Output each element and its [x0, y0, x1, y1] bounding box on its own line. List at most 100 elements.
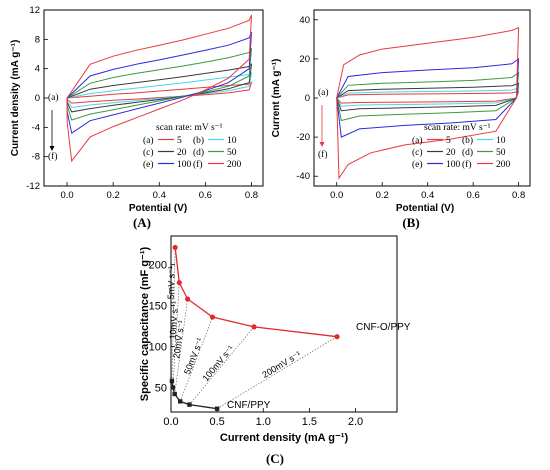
- panel-c-series-label-cnf-o-ppy: CNF-O/PPY: [356, 322, 411, 333]
- cv-loop-200mv: [66, 14, 252, 163]
- rate-label: 100mV s⁻¹: [200, 344, 235, 384]
- legend-rate: 50: [227, 148, 237, 158]
- x-tick-label: 0.0: [60, 190, 73, 201]
- panel-b-arrow-start-label: (a): [318, 87, 329, 98]
- legend-rate: 5: [446, 136, 451, 146]
- legend-rate: 100: [446, 160, 461, 170]
- legend-tag: (d): [193, 147, 204, 158]
- panel-a-x-axis-label: Potential (V): [129, 203, 187, 214]
- panel-c-x-axis-label: Current density (mA g⁻¹): [220, 432, 349, 444]
- legend-tag: (a): [412, 135, 423, 146]
- y-tick-label: 4: [35, 64, 40, 75]
- rate-label: 200mV s⁻¹: [260, 349, 302, 380]
- data-point: [214, 406, 220, 411]
- legend-tag: (c): [143, 147, 154, 158]
- cv-loop-100mv: [66, 31, 252, 135]
- panel-b-arrow-head: [319, 142, 325, 147]
- y-tick-label: 0: [35, 93, 40, 104]
- panel-a-legend: (a) 5 (b) 10 (c) 20 (d) 50 (e) 100 (f) 200: [143, 135, 242, 170]
- data-point: [251, 324, 257, 330]
- x-tick-label: 0.6: [199, 190, 212, 201]
- panel-a-y-ticks: 12 8 4 0 -4 -8 -12: [26, 5, 48, 192]
- data-point: [178, 399, 183, 404]
- data-point: [209, 314, 216, 320]
- legend-tag: (c): [412, 147, 423, 158]
- cv-loop-200mv: [336, 26, 520, 180]
- data-point: [172, 391, 177, 397]
- y-tick-label: 12: [29, 5, 40, 16]
- panel-b-x-ticks: 0.0 0.2 0.4 0.6 0.8: [330, 182, 525, 201]
- legend-rate: 10: [496, 136, 506, 146]
- rate-guide-line: [174, 298, 188, 395]
- cv-loop-5mv: [335, 90, 520, 104]
- x-tick-label: 0.6: [467, 190, 480, 201]
- y-tick-label: 50: [155, 382, 167, 394]
- data-point: [334, 334, 340, 340]
- panel-c-frame: [170, 235, 398, 413]
- legend-tag: (e): [412, 159, 423, 170]
- panel-a-arrow-end-label: (f): [48, 151, 58, 162]
- legend-rate: 50: [496, 148, 506, 158]
- data-point: [185, 296, 191, 302]
- y-tick-label: -12: [26, 181, 40, 192]
- y-tick-label: 0: [305, 93, 310, 104]
- rate-label: 10mV s⁻¹: [168, 301, 180, 340]
- panel-c-x-ticks: 0.0 0.5 1.0 1.5 2.0: [163, 408, 363, 428]
- x-tick-label: 0.2: [376, 190, 389, 201]
- panel-b-label: (B): [402, 215, 419, 230]
- cv-loop-20mv: [66, 62, 253, 113]
- panel-b-x-axis-label: Potential (V): [396, 203, 454, 214]
- panel-b-y-axis-label: Current (mA g⁻¹): [271, 59, 282, 138]
- y-tick-label: -4: [32, 122, 40, 133]
- series-line-cnf-ppy: [171, 380, 218, 410]
- panel-a-curves: [66, 14, 253, 163]
- data-point: [176, 280, 182, 286]
- cv-loop-5mv: [66, 81, 253, 104]
- rate-guide-line: [179, 316, 213, 402]
- panel-c-y-ticks: 50 100 150 200: [149, 260, 175, 394]
- panel-b-arrow-end-label: (f): [318, 149, 328, 160]
- legend-rate: 20: [446, 148, 456, 158]
- panel-a-label: (A): [133, 215, 151, 230]
- x-tick-label: 0.2: [107, 190, 120, 201]
- panel-c-label: (C): [266, 451, 284, 466]
- x-tick-label: 0.8: [512, 190, 525, 201]
- panel-b-legend: (a) 5 (b) 10 (c) 20 (d) 50 (e) 100 (f) 200: [412, 135, 511, 170]
- y-tick-label: 200: [149, 260, 167, 272]
- legend-tag: (f): [462, 159, 472, 170]
- panel-a-legend-title: scan rate: mV s⁻¹: [156, 123, 223, 133]
- panel-a-arrow-start-label: (a): [48, 92, 59, 103]
- panel-a-y-axis-label: Current density (mA g⁻¹): [10, 40, 21, 157]
- y-tick-label: -20: [296, 132, 310, 143]
- legend-tag: (a): [143, 135, 154, 146]
- rate-guide-line: [216, 336, 338, 409]
- data-point: [172, 244, 178, 251]
- x-tick-label: 2.0: [348, 416, 363, 428]
- y-tick-label: -40: [296, 171, 310, 182]
- rate-label: 5mV s⁻¹: [166, 266, 177, 300]
- data-point: [187, 402, 192, 407]
- legend-rate: 200: [496, 160, 511, 170]
- legend-rate: 100: [177, 160, 192, 170]
- panel-c-y-axis-label: Specific capacitance (mF g⁻¹): [139, 246, 151, 401]
- x-tick-label: 0.0: [330, 190, 343, 201]
- rate-guide-line: [172, 282, 180, 388]
- y-tick-label: 150: [149, 301, 167, 313]
- cv-loop-50mv: [66, 47, 252, 121]
- y-tick-label: 100: [149, 342, 167, 354]
- y-tick-label: -8: [32, 152, 40, 163]
- cv-loop-10mv: [66, 72, 253, 109]
- panel-c-rate-guide-lines: [171, 247, 338, 409]
- panel-c-series-label-cnf-ppy: CNF/PPY: [227, 400, 271, 411]
- rate-label: 50mV s⁻¹: [182, 337, 205, 376]
- legend-tag: (f): [193, 159, 203, 170]
- legend-tag: (e): [143, 159, 154, 170]
- rate-guide-line: [189, 326, 255, 405]
- panel-b-y-ticks: 40 20 0 -20 -40: [296, 15, 318, 182]
- x-tick-label: 0.4: [421, 190, 434, 201]
- legend-tag: (b): [462, 135, 473, 146]
- series-line-cnf-o-ppy: [174, 247, 338, 338]
- legend-rate: 200: [227, 160, 242, 170]
